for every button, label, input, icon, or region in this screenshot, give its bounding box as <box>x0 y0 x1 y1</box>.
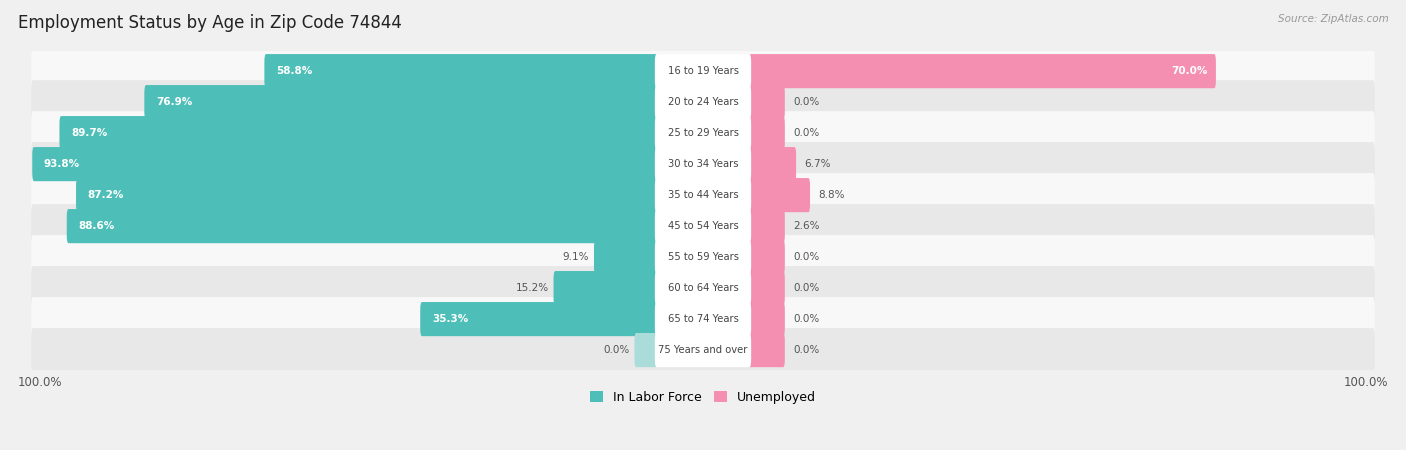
FancyBboxPatch shape <box>655 209 751 243</box>
FancyBboxPatch shape <box>31 111 1375 155</box>
Text: 6.7%: 6.7% <box>804 159 831 169</box>
FancyBboxPatch shape <box>655 147 751 181</box>
FancyBboxPatch shape <box>748 271 785 305</box>
FancyBboxPatch shape <box>748 333 785 367</box>
FancyBboxPatch shape <box>31 204 1375 248</box>
FancyBboxPatch shape <box>748 54 1216 88</box>
Text: 8.8%: 8.8% <box>818 190 845 200</box>
FancyBboxPatch shape <box>76 178 658 212</box>
Text: 45 to 54 Years: 45 to 54 Years <box>668 221 738 231</box>
Text: 0.0%: 0.0% <box>793 97 820 107</box>
Text: 55 to 59 Years: 55 to 59 Years <box>668 252 738 262</box>
Text: 0.0%: 0.0% <box>793 128 820 138</box>
FancyBboxPatch shape <box>31 235 1375 279</box>
FancyBboxPatch shape <box>655 85 751 119</box>
FancyBboxPatch shape <box>32 147 658 181</box>
Text: 9.1%: 9.1% <box>562 252 589 262</box>
Text: 20 to 24 Years: 20 to 24 Years <box>668 97 738 107</box>
Text: 0.0%: 0.0% <box>793 314 820 324</box>
FancyBboxPatch shape <box>31 297 1375 341</box>
FancyBboxPatch shape <box>748 302 785 336</box>
FancyBboxPatch shape <box>31 49 1375 93</box>
Text: 60 to 64 Years: 60 to 64 Years <box>668 283 738 293</box>
Text: 2.6%: 2.6% <box>793 221 820 231</box>
Text: 0.0%: 0.0% <box>793 345 820 355</box>
FancyBboxPatch shape <box>748 147 796 181</box>
FancyBboxPatch shape <box>31 80 1375 124</box>
Text: 0.0%: 0.0% <box>793 283 820 293</box>
FancyBboxPatch shape <box>31 173 1375 217</box>
Text: 87.2%: 87.2% <box>87 190 124 200</box>
FancyBboxPatch shape <box>593 240 658 274</box>
FancyBboxPatch shape <box>59 116 658 150</box>
Text: 70.0%: 70.0% <box>1171 66 1208 76</box>
Text: Employment Status by Age in Zip Code 74844: Employment Status by Age in Zip Code 748… <box>18 14 402 32</box>
Text: 0.0%: 0.0% <box>603 345 630 355</box>
Text: 93.8%: 93.8% <box>44 159 80 169</box>
FancyBboxPatch shape <box>655 302 751 336</box>
Text: 30 to 34 Years: 30 to 34 Years <box>668 159 738 169</box>
FancyBboxPatch shape <box>748 209 785 243</box>
FancyBboxPatch shape <box>748 116 785 150</box>
FancyBboxPatch shape <box>655 116 751 150</box>
Text: 0.0%: 0.0% <box>793 252 820 262</box>
FancyBboxPatch shape <box>554 271 658 305</box>
Text: 35 to 44 Years: 35 to 44 Years <box>668 190 738 200</box>
FancyBboxPatch shape <box>420 302 658 336</box>
Text: 35.3%: 35.3% <box>432 314 468 324</box>
FancyBboxPatch shape <box>634 333 658 367</box>
FancyBboxPatch shape <box>31 328 1375 372</box>
Text: Source: ZipAtlas.com: Source: ZipAtlas.com <box>1278 14 1389 23</box>
Legend: In Labor Force, Unemployed: In Labor Force, Unemployed <box>585 386 821 409</box>
FancyBboxPatch shape <box>655 54 751 88</box>
Text: 89.7%: 89.7% <box>72 128 107 138</box>
FancyBboxPatch shape <box>145 85 658 119</box>
Text: 76.9%: 76.9% <box>156 97 193 107</box>
Text: 65 to 74 Years: 65 to 74 Years <box>668 314 738 324</box>
FancyBboxPatch shape <box>264 54 658 88</box>
Text: 16 to 19 Years: 16 to 19 Years <box>668 66 738 76</box>
Text: 58.8%: 58.8% <box>276 66 312 76</box>
FancyBboxPatch shape <box>748 178 810 212</box>
Text: 88.6%: 88.6% <box>79 221 115 231</box>
FancyBboxPatch shape <box>655 178 751 212</box>
FancyBboxPatch shape <box>748 240 785 274</box>
FancyBboxPatch shape <box>655 240 751 274</box>
Text: 25 to 29 Years: 25 to 29 Years <box>668 128 738 138</box>
FancyBboxPatch shape <box>748 85 785 119</box>
FancyBboxPatch shape <box>31 142 1375 186</box>
FancyBboxPatch shape <box>655 333 751 367</box>
FancyBboxPatch shape <box>66 209 658 243</box>
FancyBboxPatch shape <box>31 266 1375 310</box>
Text: 75 Years and over: 75 Years and over <box>658 345 748 355</box>
Text: 15.2%: 15.2% <box>516 283 548 293</box>
FancyBboxPatch shape <box>655 271 751 305</box>
